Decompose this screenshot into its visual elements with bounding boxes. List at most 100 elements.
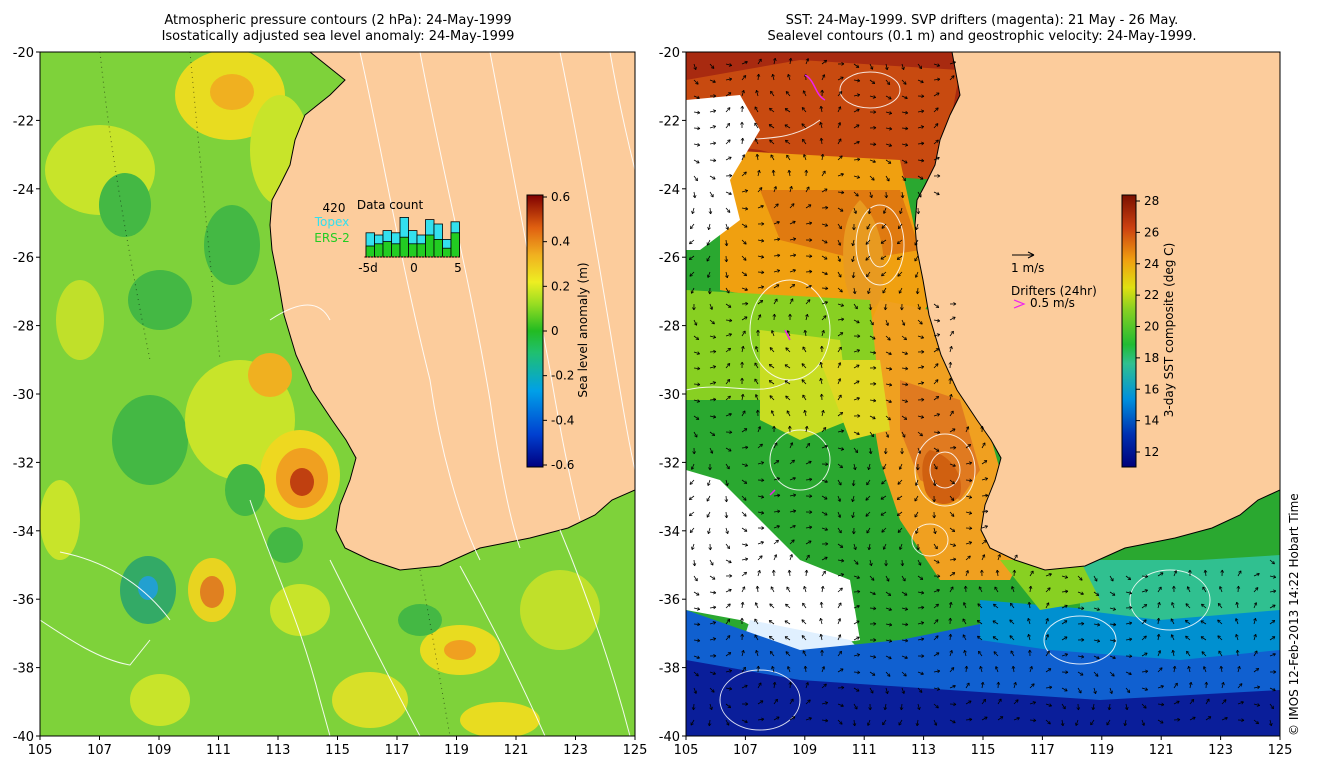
y-tick-label: -24 bbox=[13, 183, 34, 198]
colorbar-tick-label: 14 bbox=[1144, 414, 1159, 428]
y-tick-label: -28 bbox=[659, 320, 680, 335]
x-tick-label: 113 bbox=[911, 743, 936, 758]
inset-bar-ers bbox=[433, 238, 443, 258]
inset-ers-label: ERS-2 bbox=[314, 231, 350, 245]
y-tick-label: -40 bbox=[13, 730, 34, 745]
x-tick-label: 117 bbox=[385, 743, 410, 758]
inset-topex-label: Topex bbox=[314, 215, 350, 229]
left-map-field bbox=[40, 52, 635, 736]
x-tick-label: 115 bbox=[325, 743, 350, 758]
right-title-line1: SST: 24-May-1999. SVP drifters (magenta)… bbox=[786, 13, 1179, 28]
colorbar-tick-label: -0.4 bbox=[551, 413, 574, 427]
inset-bar-ers bbox=[382, 241, 392, 258]
data-count-inset: 420 Topex ERS-2 Data count -5d 0 5 bbox=[314, 198, 462, 275]
inset-bar-ers bbox=[425, 234, 435, 258]
inset-bar-ers bbox=[374, 243, 384, 258]
colorbar-tick-label: 22 bbox=[1144, 288, 1159, 302]
colorbar-tick-label: -0.6 bbox=[551, 458, 574, 472]
y-tick-label: -36 bbox=[659, 593, 680, 608]
right-title-line2: Sealevel contours (0.1 m) and geostrophi… bbox=[767, 29, 1196, 44]
colorbar-tick-label: 0.2 bbox=[551, 279, 570, 293]
right-colorbar: 28 26 24 22 20 18 16 14 12 3-day SST composite (… bbox=[1121, 194, 1176, 468]
y-tick-label: -34 bbox=[659, 525, 680, 540]
colorbar-tick-label: 0 bbox=[551, 324, 559, 338]
colorbar-tick-label: -0.2 bbox=[551, 369, 574, 383]
velocity-scale-label: 1 m/s bbox=[1011, 261, 1044, 275]
right-map-field bbox=[686, 52, 1280, 736]
inset-tick-start: -5d bbox=[358, 261, 378, 275]
x-tick-label: 123 bbox=[1208, 743, 1233, 758]
y-tick-label: -26 bbox=[659, 251, 680, 266]
inset-bar-ers bbox=[408, 243, 418, 258]
x-tick-label: 107 bbox=[87, 743, 112, 758]
x-tick-label: 125 bbox=[1268, 743, 1293, 758]
left-colorbar: 0.6 0.4 0.2 0 -0.2 -0.4 -0.6 Sea level anomaly… bbox=[526, 190, 590, 472]
y-tick-label: -34 bbox=[13, 525, 34, 540]
inset-bar-ers bbox=[391, 243, 401, 258]
y-tick-label: -32 bbox=[659, 456, 680, 471]
velocity-arrows bbox=[688, 57, 1277, 727]
x-tick-label: 117 bbox=[1030, 743, 1055, 758]
y-tick-label: -38 bbox=[13, 662, 34, 677]
y-tick-label: -38 bbox=[659, 662, 680, 677]
y-tick-label: -20 bbox=[13, 46, 34, 61]
x-tick-label: 109 bbox=[147, 743, 172, 758]
colorbar-tick-label: 28 bbox=[1144, 194, 1159, 208]
left-map: Atmospheric pressure contours (2 hPa): 2… bbox=[39, 13, 636, 737]
colorbar-tick-label: 0.6 bbox=[551, 190, 570, 204]
x-tick-label: 111 bbox=[206, 743, 231, 758]
y-tick-label: -30 bbox=[13, 388, 34, 403]
x-tick-label: 119 bbox=[1089, 743, 1114, 758]
drifters-label: Drifters (24hr) bbox=[1011, 284, 1097, 298]
x-tick-label: 125 bbox=[623, 743, 648, 758]
left-title-line1: Atmospheric pressure contours (2 hPa): 2… bbox=[164, 13, 511, 28]
y-tick-label: -20 bbox=[659, 46, 680, 61]
y-tick-label: -28 bbox=[13, 320, 34, 335]
left-colorbar-label: Sea level anomaly (m) bbox=[576, 262, 590, 397]
x-tick-label: 111 bbox=[852, 743, 877, 758]
y-tick-label: -32 bbox=[13, 456, 34, 471]
inset-bar-ers bbox=[450, 232, 460, 258]
inset-tick-end: 5 bbox=[454, 261, 462, 275]
x-tick-label: 105 bbox=[28, 743, 53, 758]
colorbar-tick-label: 12 bbox=[1144, 445, 1159, 459]
drifter-tracks bbox=[769, 74, 826, 496]
x-tick-label: 121 bbox=[1149, 743, 1174, 758]
inset-tick-mid: 0 bbox=[410, 261, 418, 275]
right-colorbar-label: 3-day SST composite (deg C) bbox=[1162, 243, 1176, 417]
colorbar-tick-label: 24 bbox=[1144, 257, 1159, 271]
y-tick-label: -40 bbox=[659, 730, 680, 745]
x-tick-label: 123 bbox=[563, 743, 588, 758]
inset-bar-ers bbox=[442, 247, 452, 258]
colorbar-tick-label: 20 bbox=[1144, 320, 1159, 334]
y-tick-label: -22 bbox=[13, 114, 34, 129]
axis-ticks: 105 107 109 111 113 115 117 119 121 123 125-20-22-… bbox=[13, 46, 1293, 758]
y-tick-label: -36 bbox=[13, 593, 34, 608]
y-tick-label: -30 bbox=[659, 388, 680, 403]
colorbar-tick-label: 16 bbox=[1144, 382, 1159, 396]
inset-title: Data count bbox=[357, 198, 424, 212]
drifter-speed-label: 0.5 m/s bbox=[1030, 296, 1075, 310]
x-tick-label: 109 bbox=[792, 743, 817, 758]
inset-bar-ers bbox=[416, 243, 426, 258]
inset-bar-ers bbox=[365, 245, 375, 258]
y-tick-label: -26 bbox=[13, 251, 34, 266]
credit-text: © IMOS 12-Feb-2013 14:22 Hobart Time bbox=[1287, 493, 1301, 736]
x-tick-label: 115 bbox=[971, 743, 996, 758]
y-tick-label: -24 bbox=[659, 183, 680, 198]
x-tick-label: 107 bbox=[733, 743, 758, 758]
x-tick-label: 119 bbox=[444, 743, 469, 758]
velocity-legend: 1 m/s Drifters (24hr) 0.5 m/s bbox=[1011, 251, 1097, 310]
inset-count: 420 bbox=[323, 201, 346, 215]
left-title-line2: Isostatically adjusted sea level anomaly… bbox=[162, 29, 515, 44]
x-tick-label: 105 bbox=[674, 743, 699, 758]
colorbar-tick-label: 18 bbox=[1144, 351, 1159, 365]
colorbar-tick-label: 0.4 bbox=[551, 235, 570, 249]
y-tick-label: -22 bbox=[659, 114, 680, 129]
right-map: SST: 24-May-1999. SVP drifters (magenta)… bbox=[685, 13, 1281, 737]
x-tick-label: 113 bbox=[266, 743, 291, 758]
x-tick-label: 121 bbox=[504, 743, 529, 758]
inset-bar-ers bbox=[399, 236, 409, 258]
inset-bars bbox=[365, 216, 460, 258]
